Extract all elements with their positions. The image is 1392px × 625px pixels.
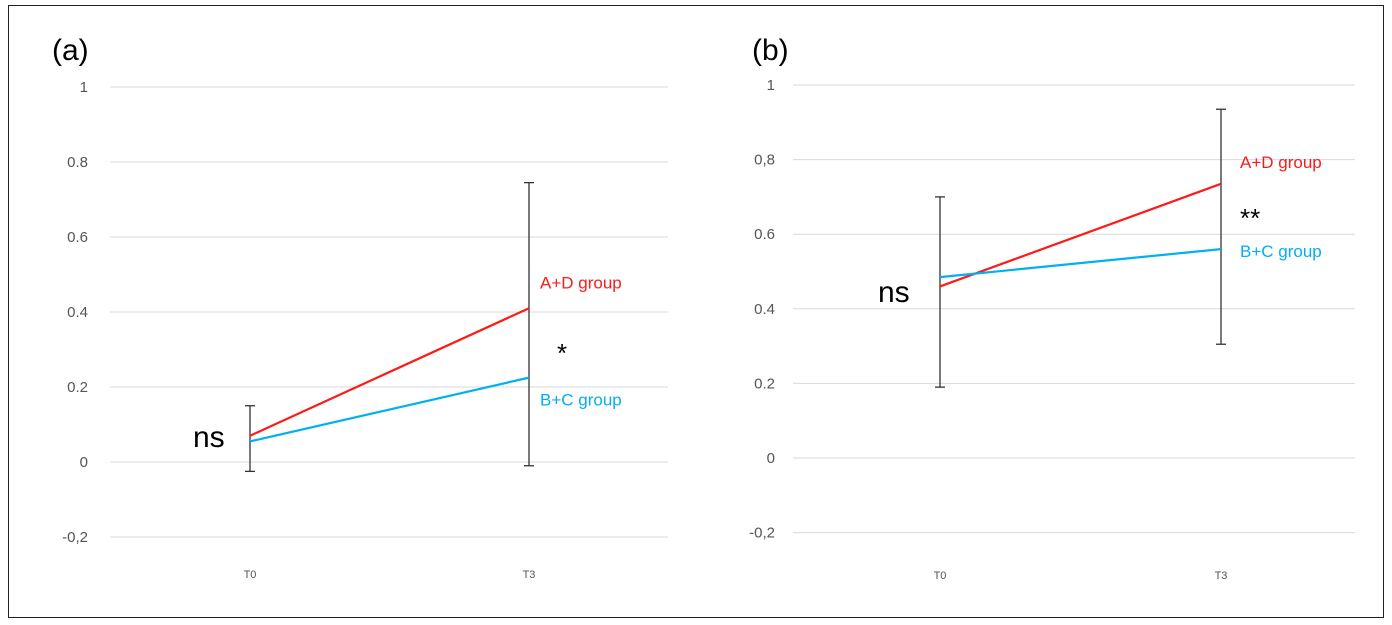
y-tick-label: 0 (80, 454, 88, 471)
y-tick-label: 1 (767, 77, 775, 94)
y-tick-label: 1 (80, 79, 88, 96)
series-label: B+C group (1240, 242, 1322, 261)
y-tick-label: 0 (767, 450, 775, 467)
y-tick-label: 0.4 (67, 304, 88, 321)
y-tick-label: 0,8 (754, 152, 775, 169)
x-tick-label: T3 (523, 569, 536, 581)
series-line (249, 376, 530, 443)
series-line (939, 248, 1222, 279)
y-tick-label: 0.4 (754, 301, 775, 318)
significance-label-t0: ns (878, 276, 910, 309)
series-label: A+D group (1240, 153, 1322, 172)
y-tick-label: 0.8 (67, 154, 88, 171)
significance-label-t3: ** (1240, 203, 1260, 233)
panel-label: (b) (752, 34, 789, 67)
y-tick-label: 0.6 (67, 229, 88, 246)
significance-label-t3: * (557, 338, 567, 368)
series-line (249, 307, 530, 437)
series-label: A+D group (540, 273, 622, 292)
y-tick-label: -0,2 (749, 525, 775, 542)
x-tick-label: T3 (1215, 570, 1228, 582)
y-tick-label: 0.6 (754, 226, 775, 243)
y-tick-label: -0,2 (62, 529, 88, 546)
panel-label: (a) (52, 34, 89, 67)
y-tick-label: 0.2 (67, 379, 88, 396)
series-line (939, 182, 1222, 288)
y-tick-label: 0.2 (754, 375, 775, 392)
significance-label-t0: ns (193, 421, 225, 454)
series-label: B+C group (540, 391, 622, 410)
x-tick-label: T0 (244, 569, 257, 581)
x-tick-label: T0 (934, 570, 947, 582)
